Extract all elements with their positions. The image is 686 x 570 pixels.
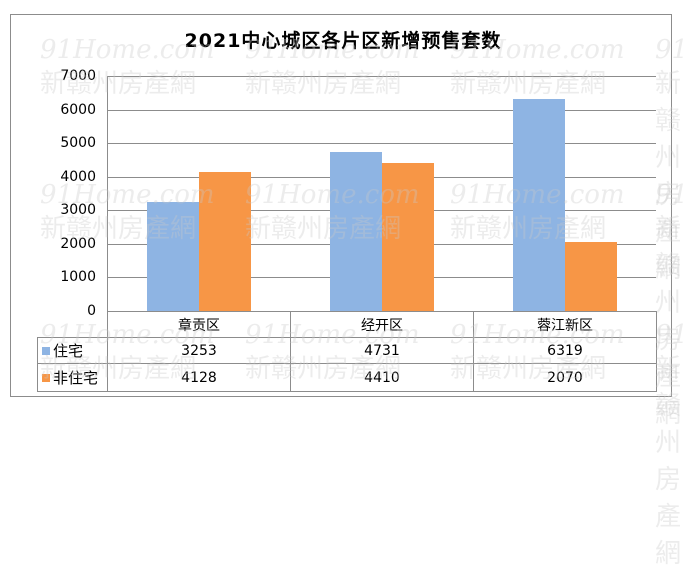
y-tick-label: 2000 xyxy=(60,235,96,252)
y-tick-label: 7000 xyxy=(60,68,96,84)
bar-residential xyxy=(146,201,199,311)
bar-residential xyxy=(329,152,382,311)
table-value: 4731 xyxy=(290,337,474,364)
gridline xyxy=(107,143,656,145)
category-header: 蓉江新区 xyxy=(473,311,657,338)
table-value-text: 4731 xyxy=(364,342,400,359)
y-tick-label: 4000 xyxy=(60,168,96,185)
y-tick-label: 0 xyxy=(87,303,96,319)
y-axis-line xyxy=(107,76,108,311)
category-header-text: 经开区 xyxy=(361,317,403,334)
chart-title: 2021中心城区各片区新增预售套数 xyxy=(184,30,502,52)
category-header: 章贡区 xyxy=(107,311,291,338)
plot-area xyxy=(107,76,656,312)
table-value-text: 6319 xyxy=(547,342,583,359)
bar-residential xyxy=(512,98,565,311)
series-label: 住宅 xyxy=(53,342,84,360)
y-tick-label: 5000 xyxy=(60,135,96,152)
y-tick-label: 3000 xyxy=(60,202,96,219)
gridline xyxy=(107,76,656,77)
legend-row-label: 住宅 xyxy=(37,337,108,364)
y-tick-label: 6000 xyxy=(60,101,96,118)
legend-row-label: 非住宅 xyxy=(37,363,108,392)
series-label: 非住宅 xyxy=(53,369,99,387)
bar-non-residential xyxy=(381,162,434,311)
table-value: 6319 xyxy=(473,337,657,364)
table-value-text: 2070 xyxy=(547,369,583,386)
y-tick-label: 1000 xyxy=(60,269,96,286)
table-value: 4410 xyxy=(290,363,474,392)
category-header: 经开区 xyxy=(290,311,474,338)
table-value: 3253 xyxy=(107,337,291,364)
table-value-text: 3253 xyxy=(181,342,217,359)
table-value: 2070 xyxy=(473,363,657,392)
bar-non-residential xyxy=(564,241,617,311)
legend-swatch-icon xyxy=(42,373,50,382)
gridline xyxy=(107,109,656,111)
table-value-text: 4410 xyxy=(364,369,400,386)
legend-swatch-icon xyxy=(42,346,50,355)
bar-non-residential xyxy=(198,172,251,311)
table-value: 4128 xyxy=(107,363,291,392)
category-header-text: 蓉江新区 xyxy=(537,317,593,334)
table-value-text: 4128 xyxy=(181,369,217,386)
category-header-text: 章贡区 xyxy=(178,317,220,334)
